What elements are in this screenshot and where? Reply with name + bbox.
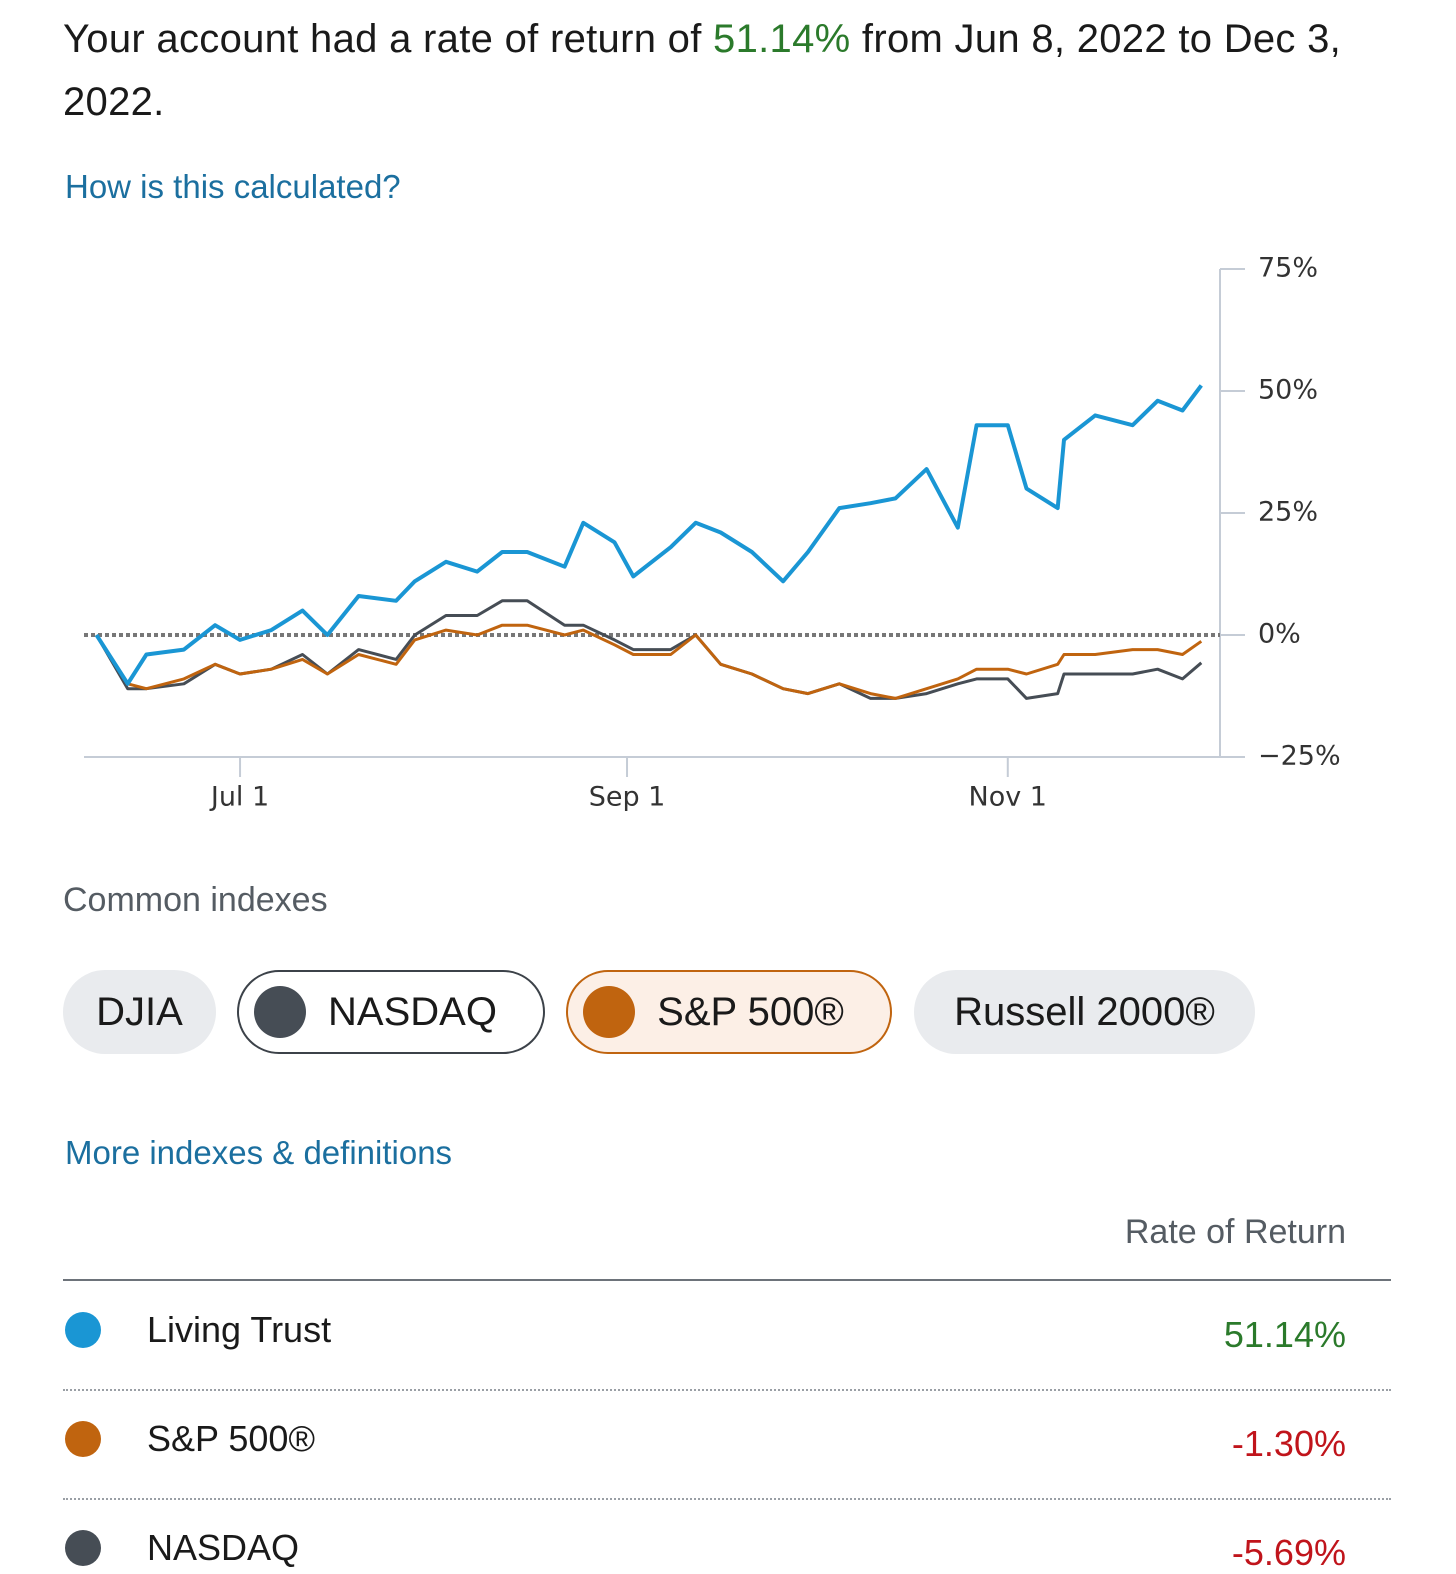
index-button[interactable]: S&P 500®: [566, 970, 892, 1054]
series-line: [95, 623, 1203, 700]
table-rule: [63, 1279, 1391, 1281]
series-line: [94, 384, 1203, 686]
row-name: NASDAQ: [147, 1527, 300, 1568]
y-tick-label: 25%: [1258, 497, 1318, 528]
calc-link[interactable]: How is this calculated?: [65, 168, 401, 205]
x-tick-label: Jul 1: [209, 782, 269, 813]
headline-rate: 51.14%: [713, 17, 851, 61]
table-header: Rate of Return: [1124, 1213, 1346, 1251]
row-separator: [63, 1498, 1391, 1500]
headline-text: Your account had a rate of return of: [63, 17, 714, 61]
row-dot: [65, 1312, 101, 1348]
x-tick-label: Nov 1: [969, 782, 1047, 813]
index-label: S&P 500®: [657, 989, 844, 1034]
y-tick-label: −25%: [1258, 741, 1341, 772]
row-value: -5.69%: [1231, 1532, 1346, 1573]
x-tick-label: Sep 1: [589, 782, 666, 813]
index-dot: [254, 986, 306, 1038]
index-dot: [583, 986, 635, 1038]
y-tick-label: 50%: [1258, 375, 1318, 406]
indexes-heading: Common indexes: [63, 881, 328, 919]
index-label: NASDAQ: [328, 989, 497, 1034]
index-label: DJIA: [96, 989, 183, 1034]
index-button[interactable]: NASDAQ: [237, 970, 545, 1054]
row-name: Living Trust: [147, 1309, 332, 1350]
row-value: -1.30%: [1231, 1423, 1346, 1464]
y-tick-label: 75%: [1258, 253, 1318, 284]
index-label: Russell 2000®: [954, 989, 1215, 1034]
more-link[interactable]: More indexes & definitions: [65, 1134, 453, 1171]
index-button[interactable]: DJIA: [63, 970, 216, 1054]
row-dot: [65, 1421, 101, 1457]
y-tick-label: 0%: [1258, 619, 1301, 650]
row-separator: [63, 1389, 1391, 1391]
row-value: 51.14%: [1223, 1314, 1346, 1355]
headline-text: from Jun 8, 2022 to Dec 3, 2022.: [63, 17, 1342, 124]
chart: −25% 0% 25% 50% 75% Jul 1 Sep 1 Nov 1: [84, 253, 1341, 813]
row-dot: [65, 1530, 101, 1566]
row-name: S&P 500®: [147, 1418, 315, 1459]
index-button[interactable]: Russell 2000®: [914, 970, 1255, 1054]
series-line: [95, 599, 1203, 700]
headline: Your account had a rate of return of 51.…: [63, 8, 1403, 134]
